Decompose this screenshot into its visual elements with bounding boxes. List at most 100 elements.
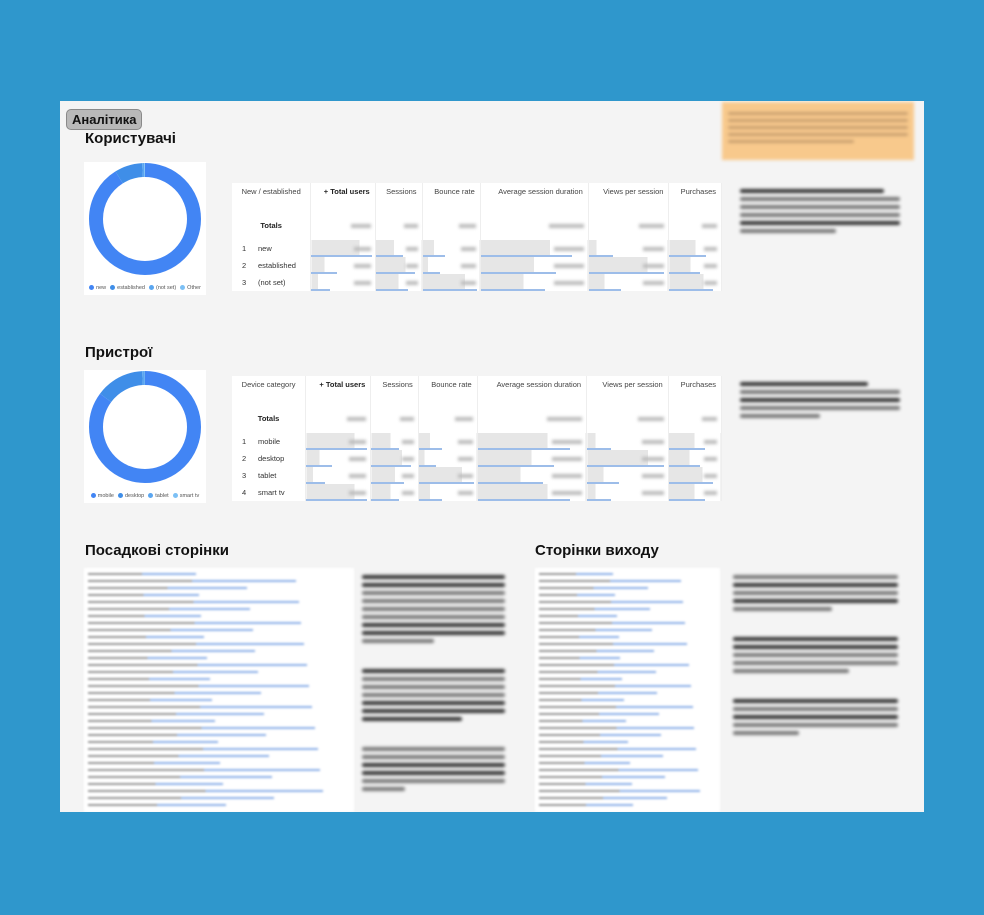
total-value	[586, 404, 669, 433]
cell-value	[375, 274, 423, 291]
table-row[interactable]: 2 desktop	[232, 450, 723, 467]
column-header[interactable]: + Total users	[305, 376, 372, 404]
column-header[interactable]: Device category	[232, 376, 307, 404]
cell-value	[305, 484, 372, 501]
users-legend: new established (not set) Other	[84, 285, 206, 291]
legend-dot	[117, 493, 123, 499]
cell-value	[477, 450, 588, 467]
row-label: mobile	[258, 437, 281, 446]
legend-item: tablet	[148, 493, 169, 499]
exit-title: Сторінки виходу	[535, 542, 659, 559]
legend-dot	[172, 493, 178, 499]
totals-row: Totals	[232, 404, 723, 433]
cell-value	[668, 257, 722, 274]
legend-label: established	[117, 285, 145, 291]
legend-item: established	[110, 285, 145, 291]
cell-value	[370, 484, 419, 501]
total-value	[588, 211, 670, 240]
cell-value	[375, 240, 423, 257]
users-table: New / established + Total users Sessions Bo…	[232, 183, 722, 291]
table-row[interactable]: 3 (not set)	[232, 274, 722, 291]
column-header[interactable]: New / established	[232, 183, 312, 211]
total-value	[477, 404, 588, 433]
row-label: smart tv	[258, 488, 285, 497]
users-title: Користувачі	[85, 130, 176, 147]
row-label: new	[258, 244, 272, 253]
legend-dot	[148, 285, 154, 291]
legend-label: tablet	[155, 493, 169, 499]
row-index: 3	[242, 471, 247, 480]
column-header[interactable]: Purchases	[668, 376, 723, 404]
donut-slice-new	[89, 163, 201, 275]
cell-value	[480, 240, 589, 257]
donut-svg	[89, 163, 201, 275]
cell-value	[480, 257, 589, 274]
column-header[interactable]: Sessions	[370, 376, 419, 404]
cell-value	[422, 274, 481, 291]
column-header[interactable]: Average session duration	[480, 183, 589, 211]
column-header[interactable]: Bounce rate	[418, 376, 478, 404]
data-table: New / established + Total users Sessions Bo…	[232, 183, 722, 291]
cell-value	[588, 240, 670, 257]
cell-value	[370, 433, 419, 450]
cell-value	[310, 274, 376, 291]
total-value	[480, 211, 589, 240]
exit-commentary	[733, 571, 898, 739]
landing-pages-table-image	[84, 568, 354, 812]
cell-value	[305, 433, 372, 450]
cell-value	[668, 240, 722, 257]
users-donut-chart: new established (not set) Other	[84, 162, 206, 295]
legend-label: (not set)	[155, 285, 177, 291]
table-row[interactable]: 1 new	[232, 240, 722, 257]
cell-value	[477, 433, 588, 450]
legend-dot	[110, 285, 116, 291]
donut-svg	[89, 371, 201, 483]
legend-label: desktop	[124, 493, 145, 499]
total-value	[370, 404, 419, 433]
landing-commentary	[362, 571, 505, 795]
cell-value	[422, 257, 481, 274]
devices-table: Device category + Total users Sessions Boun…	[232, 376, 723, 501]
column-header[interactable]: Views per session	[588, 183, 670, 211]
cell-value	[668, 484, 723, 501]
table-row[interactable]: 2 established	[232, 257, 722, 274]
legend-item: mobile	[90, 493, 114, 499]
row-index: 4	[242, 488, 247, 497]
legend-label: Other	[187, 285, 201, 291]
landing-title: Посадкові сторінки	[85, 542, 229, 559]
cell-value	[586, 467, 669, 484]
totals-label: Totals	[232, 404, 307, 433]
devices-donut-chart: mobile desktop tablet smart tv	[84, 370, 206, 503]
column-header[interactable]: Purchases	[668, 183, 722, 211]
cell-value	[418, 484, 478, 501]
cell-value	[480, 274, 589, 291]
row-label: desktop	[258, 454, 285, 463]
total-value	[418, 404, 478, 433]
sticky-note	[722, 102, 914, 160]
column-header[interactable]: Average session duration	[477, 376, 588, 404]
table-row[interactable]: 4 smart tv	[232, 484, 723, 501]
column-header[interactable]: + Total users	[310, 183, 376, 211]
row-index: 3	[242, 278, 247, 287]
legend-item: desktop	[117, 493, 145, 499]
row-label: tablet	[258, 471, 277, 480]
cell-value	[370, 467, 419, 484]
donut-slice-Other	[89, 163, 201, 275]
cell-value	[586, 484, 669, 501]
table-row[interactable]: 1 mobile	[232, 433, 723, 450]
data-table: Device category + Total users Sessions Boun…	[232, 376, 723, 501]
legend-dot	[180, 285, 186, 291]
column-header[interactable]: Views per session	[586, 376, 669, 404]
cell-value	[477, 467, 588, 484]
column-header[interactable]: Sessions	[375, 183, 423, 211]
devices-title: Пристрої	[85, 344, 153, 361]
cell-value	[418, 433, 478, 450]
legend-label: smart tv	[179, 493, 200, 499]
cell-value	[310, 257, 376, 274]
column-header[interactable]: Bounce rate	[422, 183, 481, 211]
cell-value	[305, 467, 372, 484]
cell-value	[310, 240, 376, 257]
row-label: (not set)	[258, 278, 286, 287]
table-row[interactable]: 3 tablet	[232, 467, 723, 484]
row-label: established	[258, 261, 296, 270]
